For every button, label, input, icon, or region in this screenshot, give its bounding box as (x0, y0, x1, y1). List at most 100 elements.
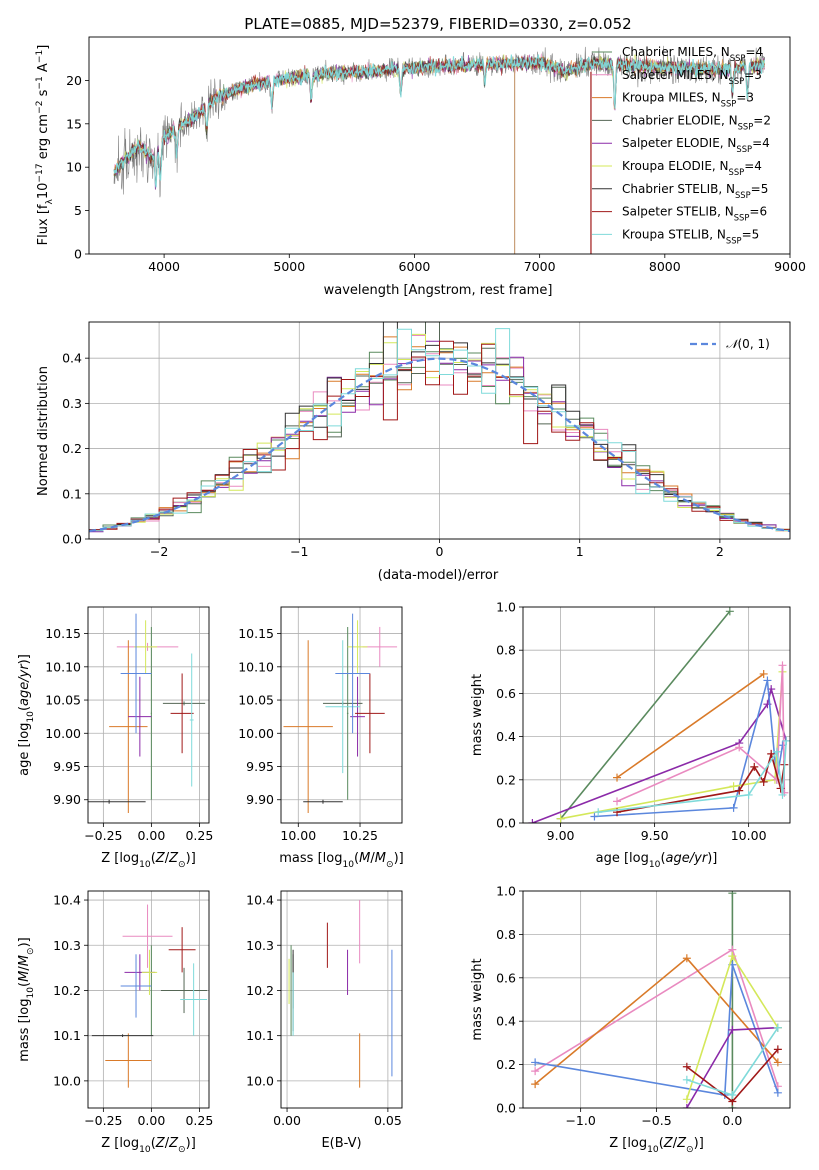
mass-weight-marker (773, 1058, 782, 1067)
x-tick-label: −1 (290, 544, 308, 559)
y-tick-label: 0.8 (496, 927, 516, 942)
age-vs-mass-panel: 10.00 10.25 9.90 9.95 10.00 10.05 10.10 10.15 ma… (238, 606, 404, 870)
x-tick-label: −0.5 (641, 1113, 671, 1128)
y-tick-label: 10.05 (45, 693, 81, 708)
x-tick-label: 7000 (524, 259, 556, 274)
y-tick-label: 10.10 (45, 659, 81, 674)
x-tick-label: 9.00 (547, 828, 575, 843)
mass-weight-marker (773, 1088, 782, 1097)
mass-weight-line (616, 673, 765, 779)
mass-vs-metallicity-panel: −0.25 0.00 0.25 10.0 10.1 10.2 10.3 10.4 Z [log1… (17, 890, 213, 1155)
y-tick-label: 9.90 (246, 792, 274, 807)
y-tick-label: 10.1 (53, 1028, 81, 1043)
x-tick-label: 9.50 (641, 828, 669, 843)
y-tick-label: 10.00 (45, 726, 81, 741)
y-axis-label: mass weight (470, 674, 485, 756)
y-tick-label: 0.0 (496, 816, 516, 831)
legend-entry: Kroupa MILES, NSSP=3 (622, 91, 754, 109)
mass-vs-extinction-panel: 0.00 0.05 10.0 10.1 10.2 10.3 10.4 E(B-V) (246, 890, 403, 1151)
x-tick-label: 0.05 (374, 1113, 402, 1128)
axes-frame (280, 890, 403, 1109)
x-tick-label: 8000 (649, 259, 681, 274)
y-tick-label: 0.2 (496, 1057, 516, 1072)
x-tick-label: 0 (436, 544, 444, 559)
y-tick-label: 0.3 (62, 396, 82, 411)
x-tick-label: 0.0 (722, 1113, 742, 1128)
y-tick-label: 10.4 (246, 893, 274, 908)
mass-weight-line (559, 610, 731, 820)
y-tick-label: 10.15 (238, 626, 274, 641)
y-tick-label: 10.4 (53, 893, 81, 908)
axes-frame (88, 321, 791, 540)
mass-weight-marker (682, 1075, 691, 1084)
mass-weight-marker (613, 797, 622, 806)
mass-weight-marker (744, 790, 753, 799)
mass-weight-line (598, 740, 787, 813)
mass-weight-marker (531, 1058, 540, 1067)
y-axis-label: age [log10(age/yr)] (17, 654, 36, 776)
mass-weight-marker (750, 762, 759, 771)
figure-title: PLATE=0885, MJD=52379, FIBERID=0330, z=0… (244, 15, 631, 33)
mass-weight-marker (759, 777, 768, 786)
mass-weight-marker (682, 954, 691, 963)
y-tick-label: 0.4 (496, 1014, 516, 1029)
y-tick-label: 10 (66, 160, 82, 175)
x-tick-label: 0.25 (185, 828, 213, 843)
mass-weight-marker (772, 747, 781, 756)
mass-weight-marker (613, 773, 622, 782)
y-tick-label: 9.95 (246, 759, 274, 774)
y-tick-label: 9.95 (53, 759, 81, 774)
plot-area (288, 900, 393, 1088)
y-tick-label: 20 (66, 73, 82, 88)
mass-weight-marker (728, 1090, 737, 1099)
y-tick-label: 0 (74, 247, 82, 262)
x-tick-label: 5000 (273, 259, 305, 274)
y-tick-label: 10.05 (238, 693, 274, 708)
y-tick-label: 0.1 (62, 486, 82, 501)
mass-weight-marker (767, 749, 776, 758)
legend-entry: Salpeter MILES, NSSP=3 (622, 68, 762, 86)
axes-frame (522, 606, 791, 824)
model-spectrum-line (113, 54, 766, 188)
x-axis-label: age [log10(age/yr)] (596, 851, 718, 870)
x-tick-label: −2 (150, 544, 168, 559)
axes-frame (87, 606, 210, 824)
mass-weight-marker (735, 786, 744, 795)
y-tick-label: 10.0 (53, 1073, 81, 1088)
residuals-panel: −2 −1 0 1 2 0.0 0.1 0.2 0.3 0.4 𝒩(0, 1) (data-model… (36, 321, 791, 583)
mass-weight-marker (778, 661, 787, 670)
x-tick-label: 0.25 (185, 1113, 213, 1128)
x-axis-label: (data-model)/error (378, 568, 499, 583)
plot-area (283, 613, 398, 814)
y-tick-label: 0.6 (496, 686, 516, 701)
x-tick-label: 10.00 (731, 828, 767, 843)
x-tick-label: −0.25 (84, 1113, 122, 1128)
x-axis-label: E(B-V) (321, 1136, 361, 1151)
y-axis-label: mass [log10(M/M⊙)] (17, 937, 36, 1061)
y-tick-label: 10.00 (238, 726, 274, 741)
y-tick-label: 10.3 (246, 938, 274, 953)
plot-area (88, 613, 206, 814)
legend-entry: Chabrier STELIB, NSSP=5 (622, 182, 768, 200)
plot-area (91, 904, 208, 1088)
legend-entry: Salpeter ELODIE, NSSP=4 (622, 136, 770, 154)
mass-weight-marker (773, 1045, 782, 1054)
mass-weight-marker (763, 676, 772, 685)
y-tick-label: 0.8 (496, 643, 516, 658)
legend-entry: Chabrier MILES, NSSP=4 (622, 45, 763, 63)
y-tick-label: 0.4 (496, 729, 516, 744)
mass-weight-marker (531, 1067, 540, 1076)
x-tick-label: −1.0 (565, 1113, 595, 1128)
legend-entry: Salpeter STELIB, NSSP=6 (622, 205, 767, 223)
y-tick-label: 10.0 (246, 1073, 274, 1088)
x-axis-label: Z [log10(Z/Z⊙)] (101, 851, 196, 870)
mass-weight-marker (528, 819, 537, 823)
plot-area (89, 322, 790, 534)
y-tick-label: 10.10 (238, 659, 274, 674)
weight-vs-metallicity-panel: −1.0 −0.5 0.0 0.0 0.2 0.4 0.6 0.8 1.0 Z [log10(Z/… (470, 884, 791, 1155)
y-tick-label: 0.0 (62, 532, 82, 547)
spectrum-panel: 4000 5000 6000 7000 8000 9000 0 5 10 15 20 waveleng… (35, 36, 806, 298)
mass-weight-marker (728, 952, 737, 961)
y-axis-label: Normed distribution (36, 366, 51, 496)
weight-vs-age-panel: 9.00 9.50 10.00 0.0 0.2 0.4 0.6 0.8 1.0 age [log1… (470, 600, 791, 870)
